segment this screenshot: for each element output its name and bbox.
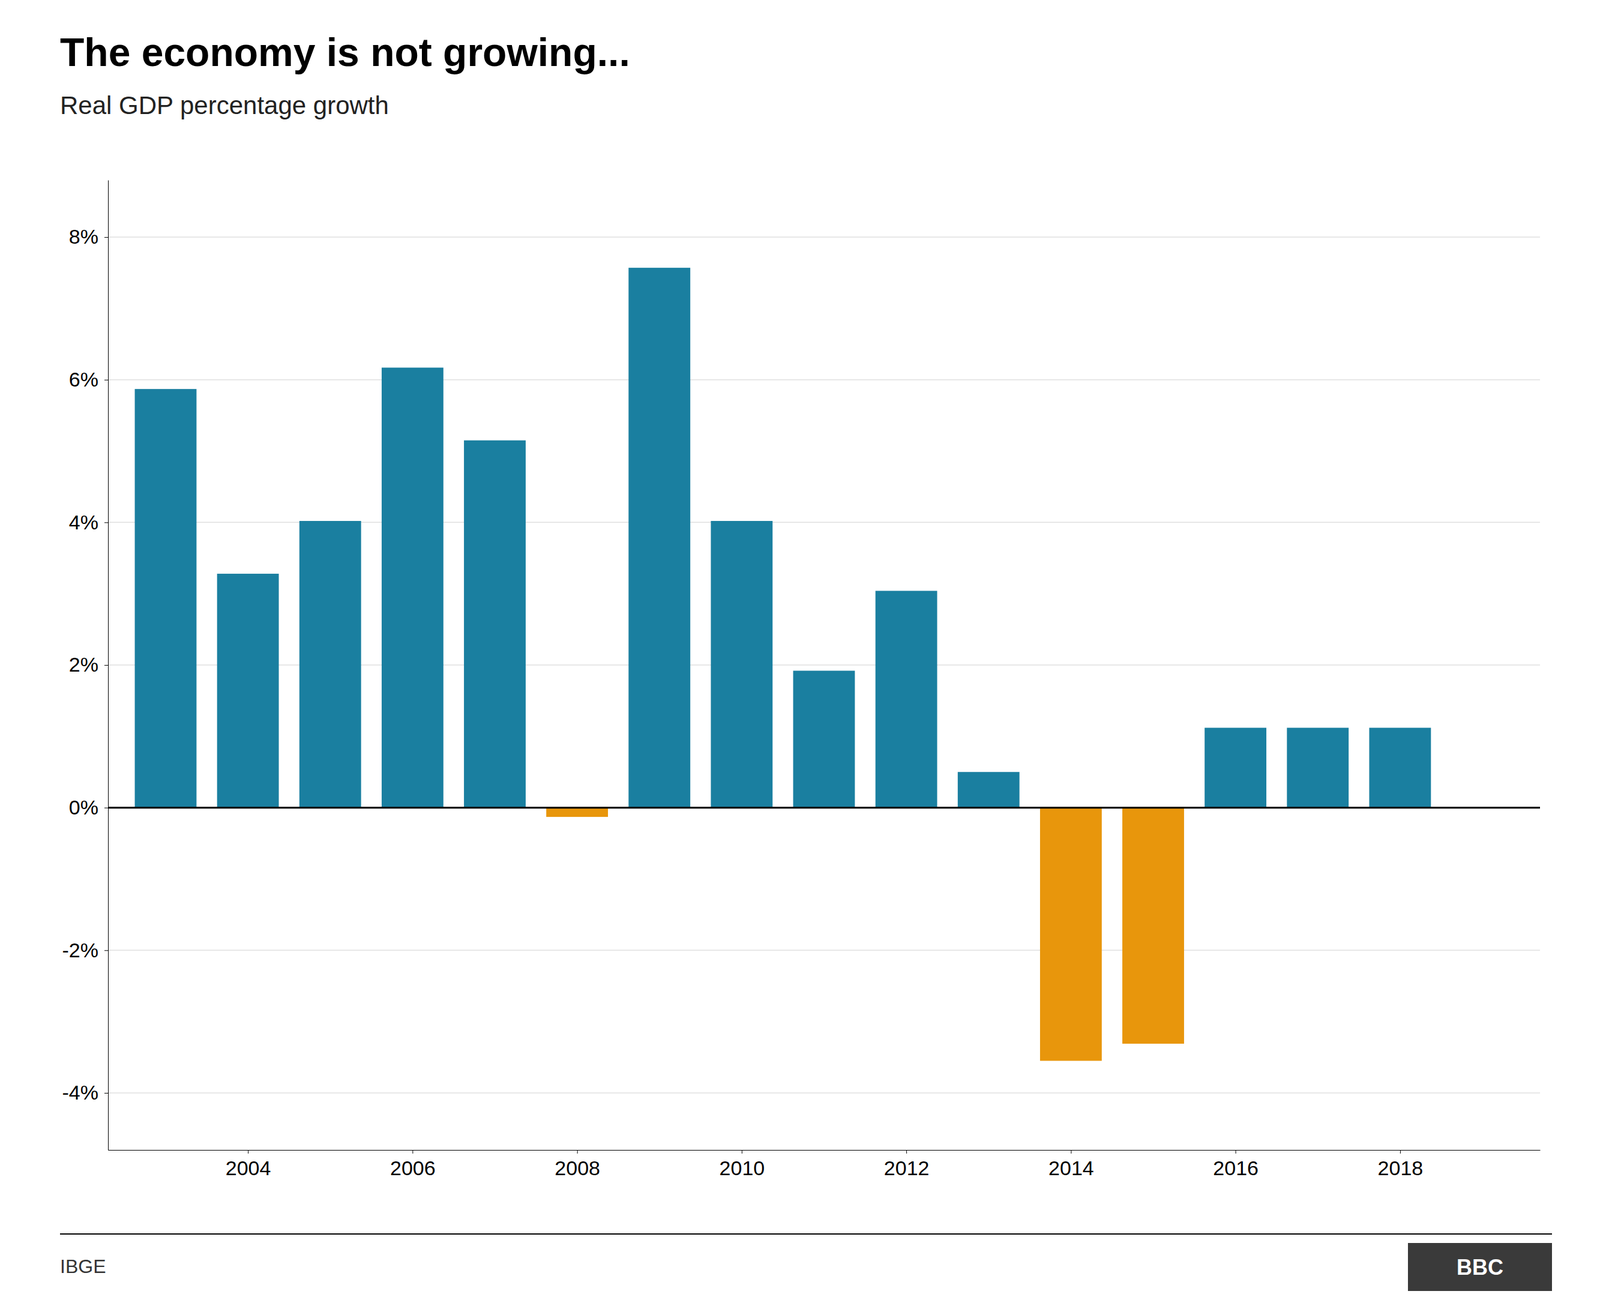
- y-tick: 0%: [69, 795, 109, 819]
- y-tick-label: 8%: [69, 225, 99, 248]
- y-tick-mark: [104, 950, 109, 951]
- x-tick-mark: [1235, 1149, 1237, 1154]
- y-tick-label: -4%: [62, 1080, 99, 1104]
- bar: [710, 520, 773, 808]
- y-tick: 4%: [69, 510, 109, 534]
- grid: [108, 237, 1540, 1093]
- logo-text: BBC: [1456, 1254, 1504, 1280]
- title: The economy is not growing...: [60, 30, 631, 75]
- x-tick-label: 2010: [719, 1156, 766, 1180]
- subtitle: Real GDP percentage growth: [60, 91, 389, 120]
- x-tick-label: 2004: [225, 1156, 272, 1180]
- x-tick-mark: [247, 1149, 249, 1154]
- x-axis: 2004 2006 2008 2010 2012 2014 2016 2018: [108, 1149, 1541, 1180]
- y-axis: -4% -2% 0% 2% 4% 6% 8%: [62, 180, 109, 1151]
- x-tick-label: 2014: [1048, 1156, 1095, 1180]
- x-tick: 2008: [554, 1149, 601, 1180]
- bar: [628, 267, 691, 808]
- y-tick: -4%: [62, 1080, 109, 1104]
- y-tick-label: 6%: [69, 367, 99, 391]
- bar: [1040, 807, 1102, 1062]
- source: IBGE: [60, 1255, 106, 1278]
- bars: [135, 267, 1432, 1061]
- plot: -4% -2% 0% 2% 4% 6% 8% 2004 2006 2008 2010 2012 2014…: [62, 180, 1541, 1180]
- x-tick-mark: [1070, 1149, 1072, 1154]
- bar: [299, 520, 362, 808]
- logo: BBC: [1407, 1242, 1552, 1291]
- y-tick-label: 0%: [69, 795, 99, 819]
- bar: [135, 388, 197, 808]
- x-tick-label: 2006: [390, 1156, 436, 1180]
- x-tick-mark: [741, 1149, 743, 1154]
- x-tick-mark: [1400, 1149, 1401, 1154]
- x-axis-line: [108, 1149, 1541, 1151]
- y-tick-mark: [104, 807, 109, 809]
- separator: [60, 1233, 1552, 1235]
- x-tick-label: 2018: [1377, 1156, 1424, 1180]
- x-tick-mark: [412, 1149, 413, 1154]
- y-axis-line: [108, 180, 109, 1151]
- y-tick: 6%: [69, 367, 109, 391]
- bar: [793, 670, 856, 808]
- x-tick: 2018: [1377, 1149, 1424, 1180]
- y-tick-mark: [104, 522, 109, 523]
- grid-line: [108, 379, 1540, 381]
- y-tick: -2%: [62, 938, 109, 962]
- bar: [1368, 727, 1431, 808]
- x-tick: 2016: [1212, 1149, 1259, 1180]
- grid-line: [108, 1092, 1540, 1094]
- y-tick-mark: [104, 237, 109, 238]
- bar: [1204, 727, 1267, 808]
- y-tick-label: -2%: [62, 938, 99, 962]
- y-tick: 2%: [69, 652, 109, 676]
- x-tick-label: 2008: [554, 1156, 601, 1180]
- x-tick: 2004: [225, 1149, 272, 1180]
- bar: [381, 367, 444, 808]
- y-tick-mark: [104, 379, 109, 381]
- y-tick-mark: [104, 664, 109, 666]
- x-tick: 2010: [719, 1149, 766, 1180]
- y-tick: 8%: [69, 225, 109, 248]
- logo-box: [1407, 1242, 1552, 1291]
- grid-line: [108, 950, 1540, 952]
- x-tick-label: 2012: [884, 1156, 930, 1180]
- bar: [875, 590, 938, 808]
- bar: [1286, 727, 1349, 808]
- bar: [1122, 807, 1185, 1044]
- x-tick-mark: [577, 1149, 578, 1154]
- y-tick-mark: [104, 1092, 109, 1094]
- y-tick-label: 4%: [69, 510, 99, 534]
- zero-line: [108, 806, 1540, 809]
- x-tick: 2014: [1048, 1149, 1095, 1180]
- y-tick-label: 2%: [69, 652, 99, 676]
- x-tick: 2012: [884, 1149, 930, 1180]
- x-tick-label: 2016: [1212, 1156, 1259, 1180]
- chart: The economy is not growing... Real GDP pe…: [0, 0, 1600, 1300]
- x-tick-mark: [906, 1149, 907, 1154]
- bar: [957, 771, 1020, 808]
- bar: [546, 807, 608, 817]
- grid-line: [108, 236, 1540, 238]
- x-tick: 2006: [390, 1149, 436, 1180]
- bar: [463, 440, 526, 808]
- bar: [217, 573, 280, 808]
- grid-line: [108, 807, 1540, 809]
